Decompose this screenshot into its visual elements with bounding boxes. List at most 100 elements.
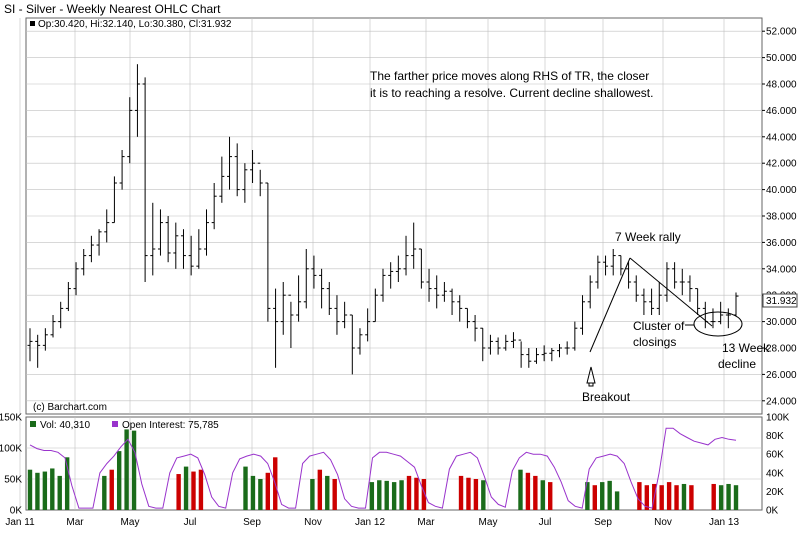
price-tick-label: 48.000 (766, 80, 797, 91)
price-bar (42, 328, 48, 351)
price-bar (549, 348, 555, 362)
open-interest-legend-swatch (112, 421, 118, 427)
volume-bar (102, 475, 107, 510)
price-bar (441, 282, 447, 302)
price-bar (580, 295, 586, 335)
price-bar (96, 229, 102, 256)
volume-bar (325, 475, 330, 510)
price-bar (418, 248, 424, 289)
price-bar (487, 334, 493, 355)
chart-title: SI - Silver - Weekly Nearest OHLC Chart (4, 2, 221, 16)
rally-trend-line (589, 257, 631, 353)
price-bar (656, 282, 662, 315)
volume-bar (35, 472, 40, 510)
price-bar (311, 255, 317, 289)
volume-bar (109, 469, 114, 510)
volume-bar (384, 480, 389, 510)
x-tick-label: Sep (594, 517, 612, 528)
price-bar (242, 163, 248, 203)
volume-bar (64, 457, 70, 510)
price-bar (718, 301, 724, 325)
price-bar (35, 334, 41, 368)
price-bar (303, 249, 309, 309)
price-bar (111, 176, 117, 224)
x-tick-label: Mar (417, 517, 435, 528)
x-tick-label: Jan 12 (355, 517, 385, 528)
price-bar (633, 275, 639, 302)
x-tick-label: May (479, 517, 498, 528)
price-bar (257, 162, 263, 197)
open-interest-tick-label: 80K (766, 431, 784, 442)
volume-bar (548, 482, 553, 510)
price-bar (73, 262, 79, 296)
price-bar (326, 282, 332, 315)
volume-bar (473, 479, 479, 510)
price-bar (65, 282, 71, 312)
annotation-cluster-line1: Cluster of (633, 319, 685, 333)
price-bar (687, 275, 693, 302)
annotation-cluster-line2: closings (633, 335, 676, 349)
x-tick-label: Nov (654, 517, 672, 528)
price-bar (480, 327, 486, 362)
volume-bar (525, 472, 531, 510)
price-bar (649, 288, 655, 315)
volume-tick-label: 50K (4, 475, 22, 486)
open-interest-tick-label: 0K (766, 506, 779, 517)
price-tick-label: 26.000 (766, 370, 797, 381)
price-bar (533, 348, 539, 364)
x-tick-label: Jul (184, 517, 197, 528)
volume-bar (718, 485, 724, 510)
price-bar (449, 288, 455, 315)
price-bar (196, 229, 202, 269)
price-tick-label: 46.000 (766, 106, 797, 117)
price-bar (710, 308, 716, 329)
volume-bar (50, 468, 55, 510)
volume-legend: Vol: 40,310 (40, 420, 90, 431)
price-bar (403, 235, 409, 276)
price-bar (472, 315, 478, 342)
volume-bar (592, 485, 597, 510)
volume-bar (124, 429, 129, 510)
price-bar (641, 288, 647, 315)
volume-bar (317, 469, 323, 510)
price-bar (564, 341, 570, 355)
volume-bar (414, 477, 419, 510)
volume-bar (42, 471, 48, 510)
volume-bar (57, 475, 62, 510)
volume-bar (191, 471, 196, 510)
volume-bar (243, 466, 248, 510)
x-tick-label: May (121, 517, 140, 528)
volume-bar (689, 485, 694, 510)
volume-bar (391, 482, 397, 510)
price-bar (388, 262, 394, 289)
x-tick-label: Jan 11 (5, 517, 35, 528)
annotation-decline-line1: 13 Week (722, 341, 770, 355)
open-interest-tick-label: 100K (766, 413, 790, 424)
volume-bar (533, 475, 538, 510)
volume-bar (600, 482, 605, 510)
volume-bar (406, 475, 412, 510)
price-tick-label: 38.000 (766, 212, 797, 223)
price-bar (618, 255, 624, 276)
price-bar (288, 294, 294, 348)
price-bar (672, 262, 678, 289)
x-tick-label: Jul (539, 517, 552, 528)
volume-bar (183, 466, 189, 510)
price-tick-label: 40.000 (766, 185, 797, 196)
price-bar (603, 255, 609, 276)
price-bar (395, 255, 401, 282)
price-tick-label: 36.000 (766, 238, 797, 249)
price-bar (357, 328, 363, 355)
volume-bar (310, 479, 315, 510)
price-bar (204, 209, 209, 256)
open-interest-tick-label: 40K (766, 468, 784, 479)
price-bar (211, 183, 217, 230)
volume-bar (481, 480, 486, 510)
volume-bar (518, 469, 523, 510)
price-bar (434, 275, 440, 309)
volume-bar (607, 480, 612, 510)
price-tick-label: 28.000 (766, 344, 797, 355)
price-bar (58, 301, 64, 329)
volume-bar (27, 469, 33, 510)
price-tick-label: 34.000 (766, 264, 797, 275)
